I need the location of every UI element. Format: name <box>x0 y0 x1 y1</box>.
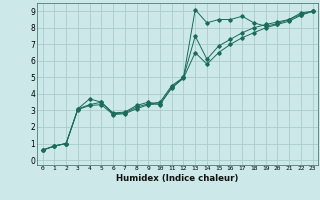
X-axis label: Humidex (Indice chaleur): Humidex (Indice chaleur) <box>116 174 239 183</box>
